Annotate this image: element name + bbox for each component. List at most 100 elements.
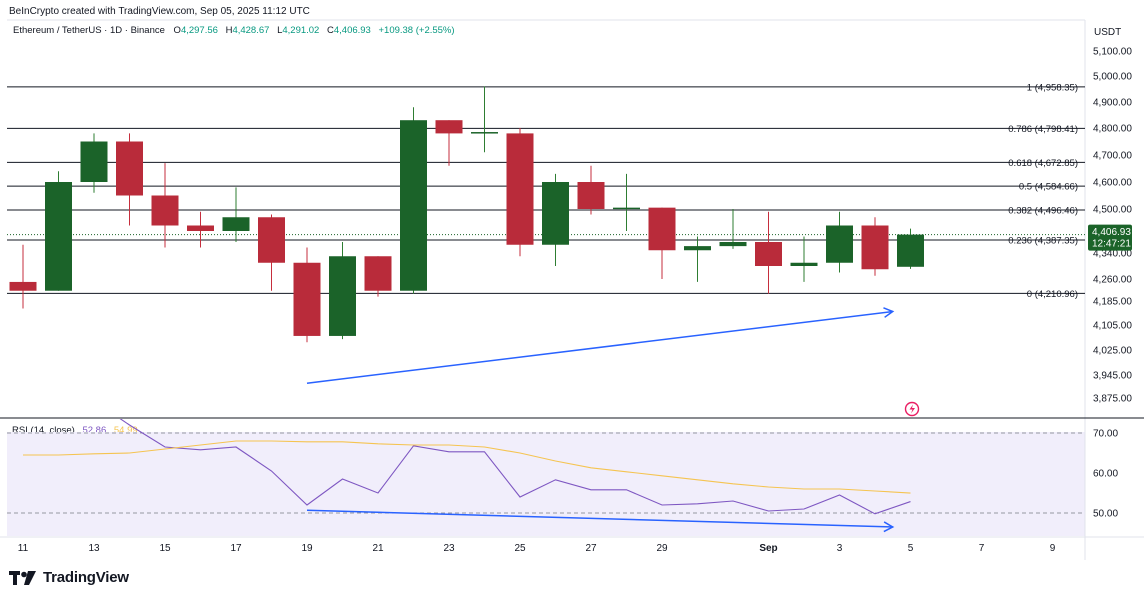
- rsi-tick-label: 70.00: [1093, 429, 1118, 440]
- current-price-label: 4,406.93: [1092, 227, 1131, 238]
- time-tick-label: 27: [585, 543, 597, 554]
- countdown-label: 12:47:21: [1092, 239, 1131, 250]
- symbol-title[interactable]: Ethereum / TetherUS · 1D · Binance: [13, 25, 165, 36]
- time-tick-label: 23: [443, 543, 455, 554]
- time-tick-label: 17: [230, 543, 242, 554]
- time-tick-label: Sep: [759, 543, 777, 554]
- attribution: BeInCrypto created with TradingView.com,…: [9, 6, 310, 17]
- price-tick-label: 4,025.00: [1093, 346, 1132, 357]
- price-tick-label: 4,185.00: [1093, 297, 1132, 308]
- candle-body: [400, 120, 427, 291]
- time-tick-label: 11: [18, 543, 29, 554]
- current-price-badge: 4,406.93 12:47:21: [1088, 224, 1132, 251]
- candle-body: [471, 132, 498, 134]
- rsi-legend: RSI (14, close) 52.86 54.99: [12, 425, 138, 436]
- rsi-tick-label: 50.00: [1093, 509, 1118, 520]
- close-value: 4,406.93: [333, 25, 371, 36]
- fib-level-label: 1 (4,958.35): [1027, 82, 1078, 93]
- trendline-arrowhead: [883, 307, 895, 318]
- footer-logo: TradingView: [9, 569, 129, 586]
- price-tick-label: 3,875.00: [1093, 394, 1132, 405]
- candle-body: [151, 195, 179, 226]
- time-tick-label: 29: [656, 543, 668, 554]
- open-value: 4,297.56: [180, 25, 218, 36]
- fib-level-label: 0.618 (4,672.85): [1008, 158, 1078, 169]
- price-tick-label: 5,000.00: [1093, 72, 1132, 83]
- price-axis[interactable]: 5,100.00 5,000.00 4,900.00 4,800.00 4,700.00…: [1093, 47, 1132, 405]
- candle-body: [187, 225, 214, 231]
- time-tick-label: 3: [837, 543, 843, 554]
- rsi-line: [119, 419, 911, 515]
- candle-body: [826, 225, 853, 263]
- candle-body: [329, 256, 356, 336]
- rsi-trendline-arrowhead: [883, 521, 895, 533]
- time-tick-label: 7: [979, 543, 985, 554]
- time-tick-label: 21: [372, 543, 384, 554]
- fib-level-label: 0.5 (4,584.66): [1019, 182, 1078, 193]
- close-label: C: [326, 25, 334, 36]
- candle-body: [9, 281, 37, 291]
- ohlc-legend: Ethereum / TetherUS · 1D · Binance O4,29…: [13, 25, 455, 36]
- high-value: 4,428.67: [232, 25, 270, 36]
- time-tick-label: 19: [301, 543, 313, 554]
- candle-body: [719, 242, 747, 247]
- time-axis[interactable]: 11 13 15 17 19 21 23 25 27 29 Sep 3 5 7 9: [18, 543, 1056, 554]
- candle-body: [222, 217, 250, 231]
- fib-level-label: 0.236 (4,387.35): [1008, 235, 1078, 246]
- time-tick-label: 13: [88, 543, 100, 554]
- price-tick-label: 4,340.00: [1093, 249, 1132, 260]
- low-value: 4,291.02: [282, 25, 320, 36]
- candle-body: [577, 182, 605, 209]
- rsi-trendline-segment: [306, 509, 893, 528]
- fib-level-label: 0 (4,210.96): [1027, 289, 1078, 300]
- candle-body: [293, 262, 321, 336]
- open-label: O: [173, 25, 181, 36]
- candle-body: [116, 141, 143, 196]
- price-badge-box: [1088, 224, 1132, 251]
- tradingview-logo-icon: [9, 570, 36, 585]
- rsi-ma-value: 54.99: [113, 425, 138, 436]
- candle-body: [684, 246, 711, 251]
- rsi-tick-label: 60.00: [1093, 469, 1118, 480]
- candle-body: [755, 242, 782, 266]
- replay-icon[interactable]: [904, 401, 920, 417]
- price-tick-label: 4,900.00: [1093, 98, 1132, 109]
- candle-body: [790, 262, 818, 266]
- high-label: H: [225, 25, 233, 36]
- price-trendline[interactable]: [306, 307, 895, 384]
- candle-body: [258, 217, 285, 263]
- candle-body: [45, 182, 72, 291]
- trendline-segment: [306, 310, 893, 384]
- price-tick-label: 5,100.00: [1093, 47, 1132, 58]
- tradingview-brand: TradingView: [43, 569, 129, 586]
- rsi-value: 52.86: [82, 425, 107, 436]
- time-tick-label: 15: [159, 543, 171, 554]
- price-tick-label: 4,105.00: [1093, 321, 1132, 332]
- fib-level-label: 0.786 (4,798.41): [1008, 124, 1078, 135]
- candle-body: [861, 225, 889, 270]
- candle-body: [506, 133, 534, 245]
- price-tick-label: 4,600.00: [1093, 178, 1132, 189]
- rsi-ma-line: [23, 440, 911, 494]
- candle-body: [897, 234, 924, 267]
- candle-body: [364, 256, 392, 291]
- currency-label: USDT: [1094, 27, 1121, 38]
- price-tick-label: 4,500.00: [1093, 205, 1132, 216]
- rsi-pane: 70.00 60.00 50.00: [7, 419, 1118, 533]
- fib-level-label: 0.382 (4,496.46): [1008, 205, 1078, 216]
- price-tick-label: 4,700.00: [1093, 151, 1132, 162]
- time-tick-label: 25: [514, 543, 526, 554]
- candle-body: [435, 120, 463, 134]
- candle-body: [613, 207, 640, 210]
- low-label: L: [277, 25, 283, 36]
- rsi-title[interactable]: RSI (14, close): [12, 425, 75, 436]
- candle-body: [80, 141, 108, 182]
- candle-body: [648, 207, 676, 251]
- candle-body: [542, 182, 569, 245]
- price-tick-label: 3,945.00: [1093, 371, 1132, 382]
- time-tick-label: 9: [1050, 543, 1056, 554]
- price-tick-label: 4,260.00: [1093, 275, 1132, 286]
- change-value: +109.38 (+2.55%): [378, 25, 455, 36]
- price-tick-label: 4,800.00: [1093, 124, 1132, 135]
